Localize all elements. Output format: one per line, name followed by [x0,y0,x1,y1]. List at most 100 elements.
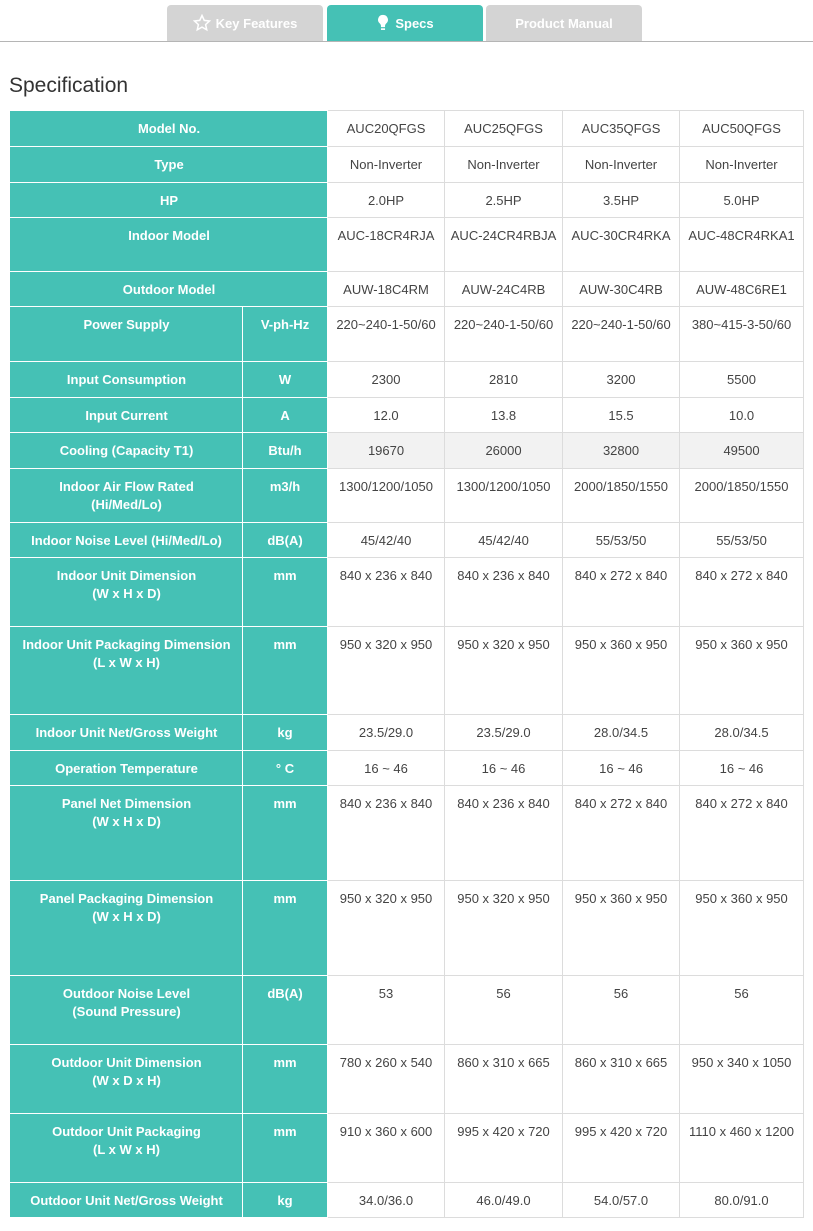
cell: 840 x 236 x 840 [327,557,446,627]
unit: mm [241,880,329,976]
cell: 860 x 310 x 665 [444,1044,564,1114]
cell: 55/53/50 [679,522,805,558]
row-label: Indoor Noise Level (Hi/Med/Lo) [10,522,243,558]
cell: 910 x 360 x 600 [327,1113,446,1183]
cell: 56 [444,975,564,1045]
cell: AUC-24CR4RBJA [444,217,564,272]
cell: 2000/1850/1550 [562,468,681,523]
label-line: Indoor Unit Packaging Dimension [22,637,231,652]
label-line: (L x W x H) [93,655,160,670]
cell: 950 x 340 x 1050 [679,1044,805,1114]
cell: 950 x 360 x 950 [562,880,681,976]
table-row: Indoor Unit Net/Gross Weight kg 23.5/29.0 2… [10,714,805,751]
label-line: (W x D x H) [92,1073,161,1088]
row-label: Indoor Model [9,217,329,272]
cell: 380~415-3-50/60 [679,306,805,362]
cell: 49500 [679,432,805,469]
tab-label: Key Features [215,15,298,31]
cell: AUC-30CR4RKA [562,217,681,272]
cell: 23.5/29.0 [444,714,564,751]
label-line: (W x H x D) [92,814,161,829]
cell: 840 x 272 x 840 [679,557,805,627]
cell: 950 x 360 x 950 [679,880,805,976]
cell: AUW-18C4RM [327,271,446,307]
row-label: Outdoor Unit Packaging (L x W x H) [10,1113,243,1183]
spec-table: Model No. AUC20QFGS AUC25QFGS AUC35QFGS AUC5… [9,110,805,1218]
table-row: Model No. AUC20QFGS AUC25QFGS AUC35QFGS AUC5… [9,110,805,147]
table-row: Power Supply V-ph-Hz 220~240-1-50/60 220~24… [10,306,805,362]
label-line: Operation Temperature [55,761,198,776]
label-line: Input Consumption [66,372,187,387]
label-line: Outdoor Unit Packaging [52,1124,201,1139]
cell: 5.0HP [679,182,805,218]
cell: 80.0/91.0 [679,1182,805,1218]
row-label: HP [9,182,329,218]
label-line: Power Supply [83,317,170,332]
cell: 55/53/50 [562,522,681,558]
table-row: Outdoor Noise Level (Sound Pressure) dB(A)… [10,975,805,1045]
table-row: Outdoor Unit Dimension (W x D x H) mm 780 x… [10,1044,805,1114]
row-label: Indoor Unit Dimension (W x H x D) [10,557,243,627]
cell: 45/42/40 [327,522,446,558]
heading: Specification [9,74,129,97]
table-row: Indoor Unit Packaging Dimension (L x W x … [10,626,805,715]
label-line: HP [159,193,179,208]
table-row: Cooling (Capacity T1) Btu/h 19670 26000 3280… [10,432,805,469]
cell: Non-Inverter [562,146,681,183]
table-row: Indoor Model AUC-18CR4RJA AUC-24CR4RBJA AUC… [9,217,805,272]
label-line: Type [154,157,184,172]
cell: 950 x 320 x 950 [444,626,564,715]
tab[interactable]: Key Features [167,5,323,41]
cell: 950 x 360 x 950 [562,626,681,715]
cell: 950 x 320 x 950 [327,626,446,715]
row-label: Model No. [9,110,329,147]
cell: 220~240-1-50/60 [444,306,564,362]
cell: 2810 [444,361,564,398]
cell: 995 x 420 x 720 [562,1113,681,1183]
row-label: Input Consumption [10,361,243,398]
cell: 32800 [562,432,681,469]
cell: 12.0 [327,397,446,433]
row-label: Outdoor Unit Net/Gross Weight [10,1182,243,1218]
cell: 45/42/40 [444,522,564,558]
tab[interactable]: Product Manual [486,5,642,41]
label-line: Indoor Model [128,228,210,243]
table-row: Input Current A 12.0 13.8 15.5 10.0 [10,397,805,433]
cell: 2000/1850/1550 [679,468,805,523]
unit: m3/h [241,468,329,523]
cell: 16 ~ 46 [327,750,446,786]
row-label: Outdoor Noise Level (Sound Pressure) [10,975,243,1045]
cell: AUC20QFGS [327,110,446,147]
row-label: Type [9,146,329,183]
label-line: (Hi/Med/Lo) [91,497,162,512]
cell: Non-Inverter [327,146,446,183]
cell: 16 ~ 46 [562,750,681,786]
tab[interactable]: Specs [327,5,483,41]
table-row: Input Consumption W 2300 2810 3200 5500 [10,361,805,398]
cell: AUC-18CR4RJA [327,217,446,272]
label-line: Indoor Air Flow Rated [59,479,194,494]
bulb-icon [378,14,389,30]
unit: dB(A) [241,975,329,1045]
cell: Non-Inverter [679,146,805,183]
table-row: Type Non-Inverter Non-Inverter Non-Inverter… [9,146,805,183]
cell: 13.8 [444,397,564,433]
cell: 840 x 272 x 840 [562,557,681,627]
cell: 950 x 320 x 950 [327,880,446,976]
cell: 1110 x 460 x 1200 [679,1113,805,1183]
cell: AUC25QFGS [444,110,564,147]
tab-bar: Key Features Specs Product Manual [0,0,813,42]
cell: 1300/1200/1050 [327,468,446,523]
cell: AUC-48CR4RKA1 [679,217,805,272]
cell: 16 ~ 46 [679,750,805,786]
cell: 54.0/57.0 [562,1182,681,1218]
cell: 16 ~ 46 [444,750,564,786]
unit: A [241,397,329,433]
label-line: Panel Packaging Dimension [39,891,214,906]
row-label: Outdoor Model [9,271,329,307]
cell: 3200 [562,361,681,398]
row-label: Indoor Air Flow Rated (Hi/Med/Lo) [10,468,243,523]
unit: mm [241,557,329,627]
label-line: (Sound Pressure) [72,1004,181,1019]
